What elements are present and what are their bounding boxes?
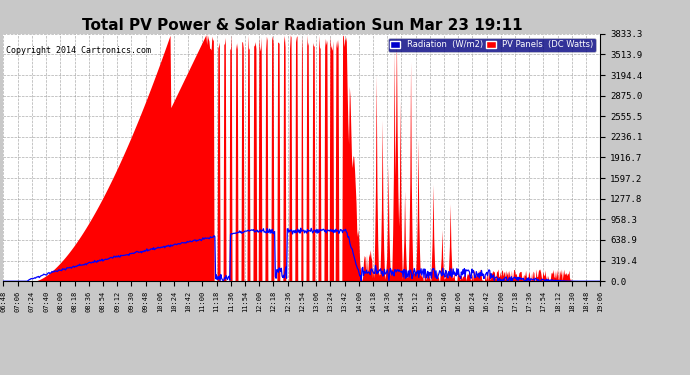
Title: Total PV Power & Solar Radiation Sun Mar 23 19:11: Total PV Power & Solar Radiation Sun Mar… — [81, 18, 522, 33]
Legend: Radiation  (W/m2), PV Panels  (DC Watts): Radiation (W/m2), PV Panels (DC Watts) — [388, 38, 596, 52]
Text: Copyright 2014 Cartronics.com: Copyright 2014 Cartronics.com — [6, 46, 151, 55]
